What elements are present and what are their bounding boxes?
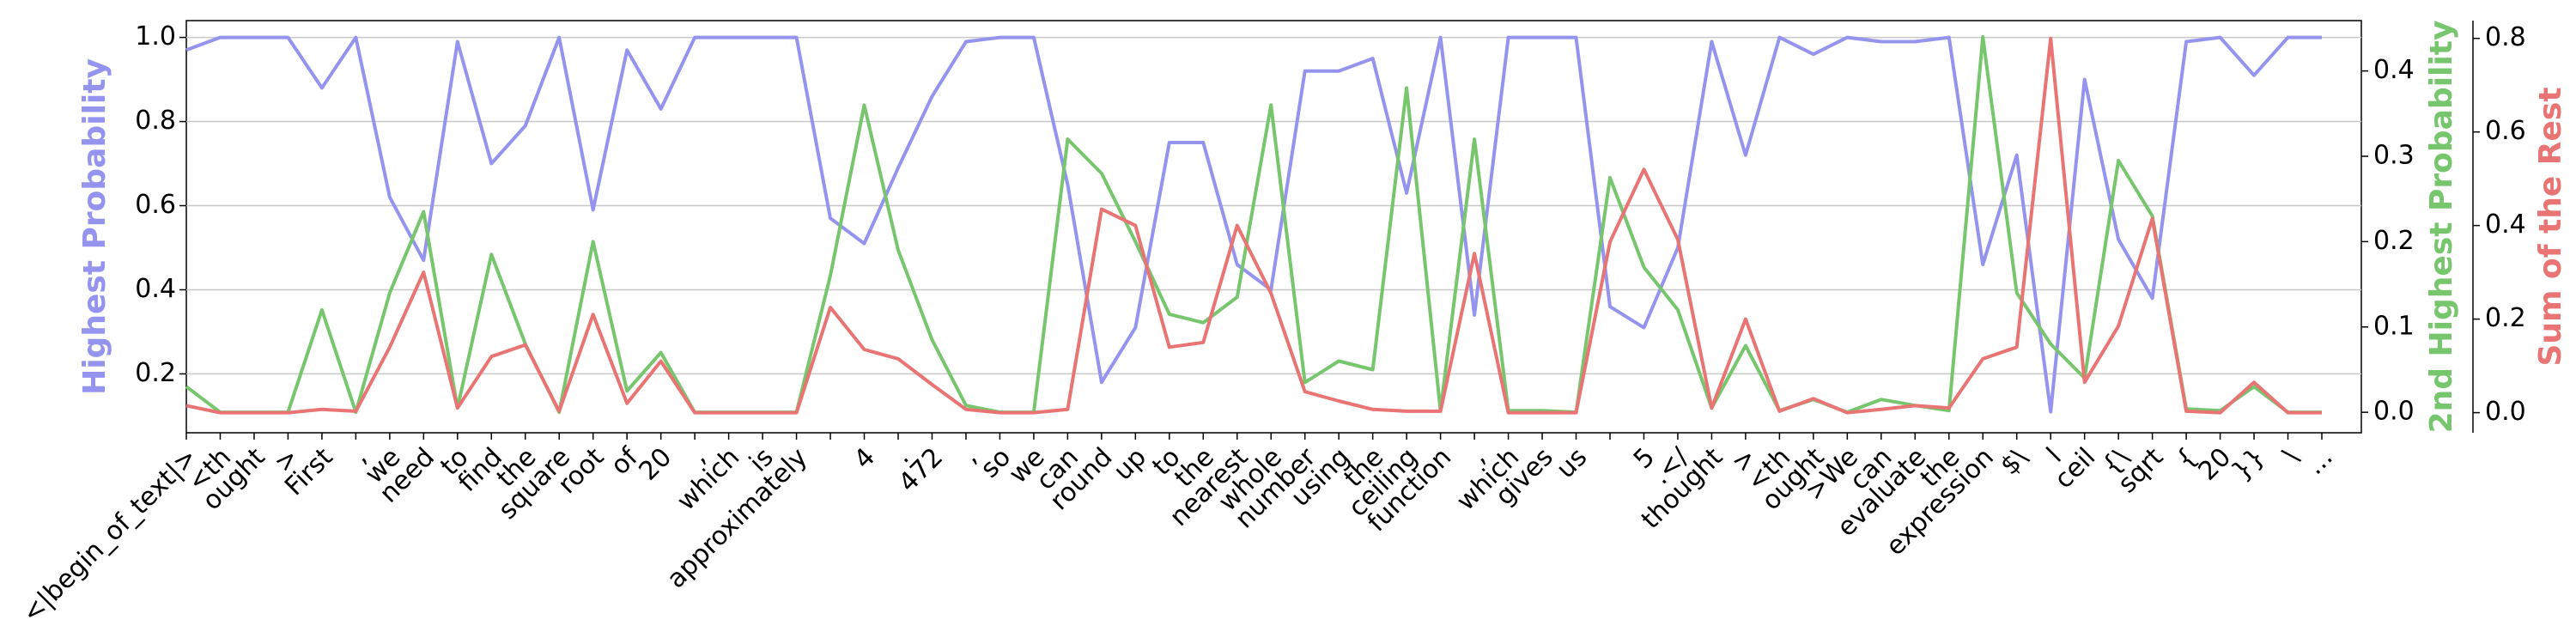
y3ticks-tick-label: 0.4 — [2485, 210, 2526, 240]
y3-axis-title: Sum of the Rest — [2533, 87, 2568, 366]
x-tick-label: ceil — [2049, 442, 2101, 495]
plot-frame — [185, 20, 2362, 434]
y-tick-label: 0.6 — [135, 190, 176, 220]
x-tick-label: us — [1551, 442, 1593, 484]
series-line — [185, 36, 2322, 415]
y3ticks-tick-label: 0.2 — [2485, 303, 2526, 333]
x-tick-label: 20 — [634, 442, 678, 487]
y3ticks-tick-label: 0.6 — [2485, 116, 2526, 146]
y-axis-title: Highest Probability — [77, 58, 112, 395]
y2-axis-title: 2nd Highest Probability — [2424, 21, 2459, 434]
x-tick-label: \ — [2277, 441, 2306, 470]
y-tick-label: 0.4 — [135, 274, 176, 304]
x-tick-label: 4 — [848, 442, 881, 475]
y-tick-label: 0.2 — [135, 358, 176, 388]
y2ticks-tick-label: 0.4 — [2373, 55, 2415, 85]
y2ticks-tick-label: 0.2 — [2373, 226, 2415, 256]
x-tick-label: up — [1108, 442, 1152, 487]
x-tick-label: ... — [2300, 442, 2339, 481]
y3ticks-tick-label: 0.8 — [2485, 22, 2526, 52]
y2ticks-tick-label: 0.3 — [2373, 141, 2415, 171]
y2ticks-tick-label: 0.1 — [2373, 311, 2415, 341]
series-line — [185, 34, 2322, 415]
y2ticks-tick-label: 0.0 — [2373, 397, 2415, 427]
y3ticks-tick-label: 0.0 — [2485, 397, 2526, 427]
x-tick-label: <|begin_of_text|> — [16, 442, 203, 629]
x-tick-label: $\ — [1995, 441, 2034, 481]
x-tick-label: }} — [2227, 442, 2271, 487]
series-line — [185, 35, 2322, 414]
y-tick-label: 0.8 — [135, 106, 176, 136]
y-tick-label: 1.0 — [135, 21, 176, 52]
